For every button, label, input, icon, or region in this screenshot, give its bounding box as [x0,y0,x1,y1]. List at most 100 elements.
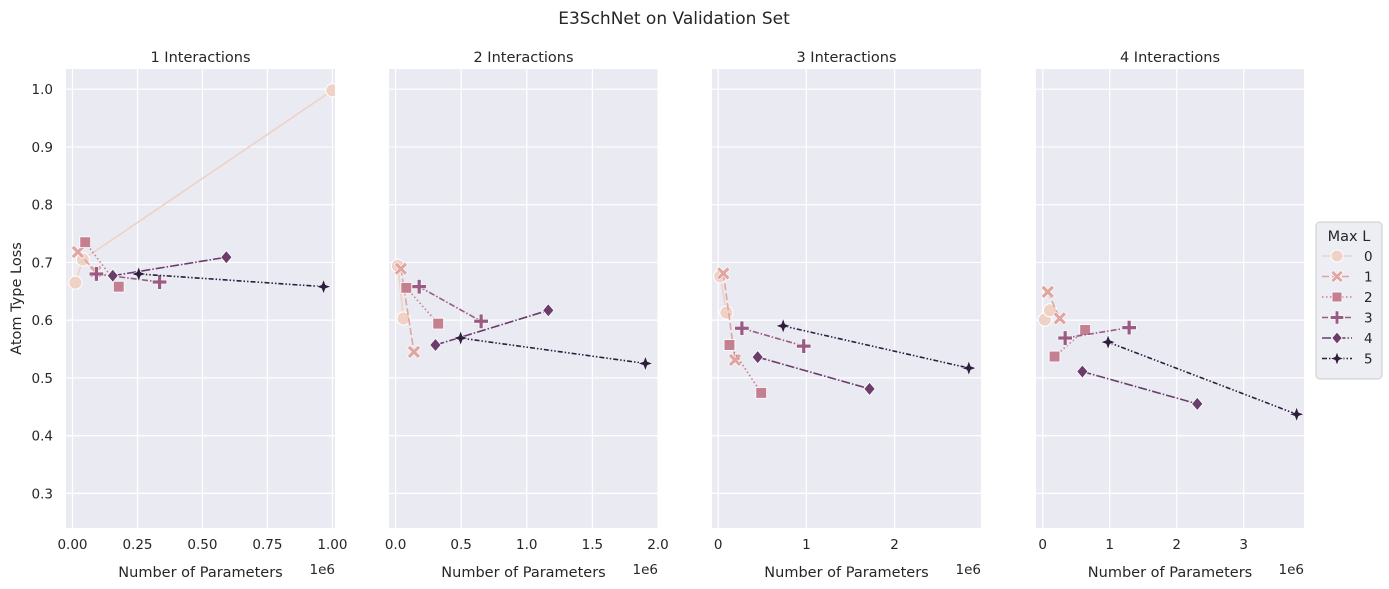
legend-entry-5: 5 [1322,351,1373,368]
legend-label: 0 [1364,249,1373,265]
subplot-3: 0 1 2 3 Interactions Number of Parameters 1e6 [712,50,981,581]
series-line-5 [1107,341,1297,416]
legend-marker [1331,331,1343,345]
series-group [390,258,654,372]
data-point-2 [755,387,768,399]
legend-box [1315,221,1383,380]
data-point-3 [152,274,168,290]
data-point-3 [88,266,104,282]
plot-area [1036,69,1304,528]
data-point-2 [432,317,445,330]
data-point-5 [1100,334,1117,351]
subplot-title: 3 Interactions [796,50,896,66]
plot-area [389,69,658,528]
data-point-4 [1191,396,1204,412]
data-point-1 [406,344,421,359]
series-line-2 [728,344,762,394]
x-tick-label: 1 [802,537,811,553]
legend-label: 2 [1364,290,1373,306]
series-line-4 [112,256,227,277]
legend-title: Max L [1328,229,1371,245]
x-offset-label: 1e6 [633,562,658,578]
y-tick-label: 0.8 [32,198,53,214]
legend-entry-4: 4 [1322,331,1373,347]
x-tick-label: 1.0 [516,537,537,553]
x-tick-label: 0.50 [187,537,217,553]
series-line-3 [96,273,160,283]
x-tick-label: 0 [714,537,723,553]
data-point-4 [542,303,555,318]
subplot-title: 4 Interactions [1120,50,1220,66]
x-tick-label: 1.5 [582,537,603,553]
legend-entry-2: 2 [1322,290,1373,306]
x-axis-label: Number of Parameters [764,565,928,581]
data-point-4 [106,268,119,283]
series-line-5 [138,273,324,288]
data-point-4 [751,349,764,365]
plot-area [712,69,981,528]
series-line-2 [1054,329,1086,358]
data-point-5 [775,317,792,334]
data-point-4 [1076,364,1089,379]
data-point-1 [1052,311,1067,326]
data-point-0 [325,83,335,98]
x-tick-label: 1.00 [317,537,347,553]
data-point-2 [723,339,736,351]
x-tick-label: 0.75 [252,537,282,553]
data-point-3 [1121,320,1137,336]
subplot-panels: 0.00 0.25 0.50 0.75 1.000.30.40.50.60.70.80.… [9,50,1304,581]
data-point-3 [1057,330,1073,346]
y-tick-label: 0.3 [32,486,53,502]
legend-label: 4 [1364,331,1373,347]
series-line-3 [1065,326,1130,339]
x-offset-label: 1e6 [1279,562,1304,578]
x-offset-label: 1e6 [310,562,335,578]
legend-label: 1 [1364,270,1373,286]
x-tick-label: 1 [1105,537,1114,553]
x-tick-label: 0 [1038,537,1047,553]
data-point-0 [719,305,734,320]
legend-entry-0: 0 [1322,249,1373,265]
y-tick-label: 0.9 [32,140,53,156]
legend-marker [1331,291,1343,303]
plot-area [66,69,335,528]
x-tick-label: 2 [890,537,899,553]
legend-marker [1329,351,1345,366]
data-point-5 [637,355,654,372]
data-point-2 [400,282,413,294]
series-line-3 [741,327,804,347]
y-tick-label: 1.0 [32,82,53,98]
data-point-3 [796,338,812,354]
subplot-title: 2 Interactions [473,50,573,66]
data-point-3 [411,279,427,295]
data-point-5 [452,330,469,346]
data-point-5 [315,278,332,295]
series-line-4 [435,309,549,346]
series-line-2 [84,241,120,288]
data-point-4 [429,337,442,353]
data-point-1 [70,244,85,260]
x-axis-label: Number of Parameters [118,565,282,581]
legend: Max L 0 1 2 3 4 5 [1315,221,1383,380]
figure-title: E3SchNet on Validation Set [558,9,790,29]
x-tick-label: 2.0 [647,537,668,553]
series-line-5 [460,337,646,365]
x-offset-label: 1e6 [956,562,981,578]
legend-label: 3 [1364,311,1373,327]
y-tick-label: 0.5 [32,371,53,387]
series-group [68,83,335,295]
data-point-2 [1048,350,1061,363]
data-point-3 [734,320,750,336]
x-axis-label: Number of Parameters [1088,565,1252,581]
legend-label: 5 [1364,352,1373,368]
data-point-0 [396,311,411,326]
y-tick-label: 0.4 [32,429,53,445]
data-point-1 [716,266,731,281]
data-point-1 [393,261,408,276]
x-tick-label: 0.0 [385,537,406,553]
x-tick-label: 2 [1172,537,1181,553]
series-line-4 [757,356,870,390]
legend-marker [1330,249,1344,263]
series-group [1037,284,1304,423]
y-tick-label: 0.6 [32,313,53,329]
